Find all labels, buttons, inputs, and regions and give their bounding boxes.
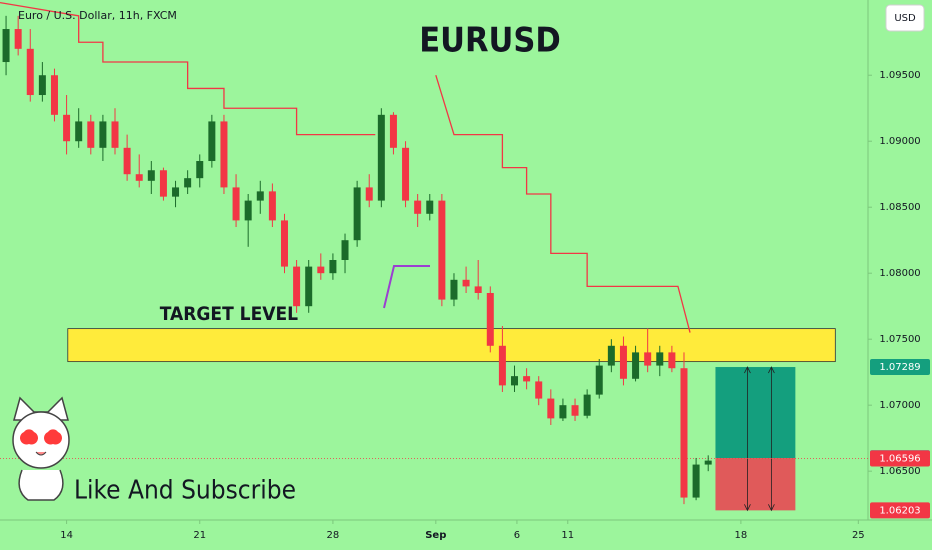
cat-icon [12,396,70,501]
plot: TARGET LEVEL [0,1,868,512]
candle-body [329,260,337,274]
candle-body [317,266,325,274]
candle-body [353,187,361,241]
price-tag [870,450,930,467]
candle-body [414,200,422,214]
x-tick-label: 25 [852,530,865,541]
target-label: TARGET LEVEL [160,303,298,325]
candle-body [75,121,83,142]
candle-body [607,345,615,366]
candle-body [208,121,216,162]
price-tag-label: 1.07289 [879,362,920,373]
candle-body [268,191,276,221]
candle-body [341,240,349,260]
candle-body [50,75,58,115]
resistance-line [0,1,376,136]
caption: Like And Subscribe [74,476,296,506]
indicator-line [383,265,430,309]
candle-body [389,114,397,148]
y-tick-label: 1.08000 [879,268,920,279]
candle-body [2,29,10,63]
y-tick-label: 1.07000 [879,400,920,411]
currency-label[interactable]: USD [894,13,916,24]
candle-body [486,292,494,346]
candle-body [450,279,458,300]
candle-body [704,460,712,465]
candle-body [402,147,410,201]
candle-body [365,187,373,201]
profit-zone [715,367,796,459]
candle-body [159,170,167,197]
price-tag [870,359,930,376]
price-tag-label: 1.06596 [879,453,920,464]
candle-body [547,398,555,419]
loss-zone [715,458,796,511]
x-tick-label: 28 [327,530,340,541]
candle-body [692,464,700,498]
candle-body [244,200,252,221]
x-tick-label: Sep [425,530,446,541]
candle-body [135,174,143,181]
candle-body [14,29,22,49]
candle-body [38,75,46,96]
chart-title: EURUSD [419,21,561,61]
currency-button[interactable] [885,4,925,32]
candle-body [293,266,301,307]
candle-body [571,405,579,416]
arrow-head [744,366,751,512]
candle-body [280,220,288,267]
x-tick-label: 6 [514,530,520,541]
target-band [67,328,836,363]
x-tick-label: 11 [561,530,574,541]
candle-body [123,147,131,175]
y-tick-label: 1.09000 [879,136,920,147]
x-tick-label: 21 [193,530,206,541]
candle-body [147,170,155,181]
candle-body [632,352,640,379]
arrow-head [768,366,775,512]
candle-body [619,345,627,379]
y-tick-label: 1.08500 [879,202,920,213]
candle-body [305,266,313,307]
price-tag-label: 1.06203 [879,505,920,516]
candle-body [426,200,434,214]
candle-body [184,178,192,188]
candle-body [644,352,652,366]
candle-body [220,121,228,188]
candle-body [438,200,446,300]
y-tick-label: 1.09500 [879,70,920,81]
candle-body [196,161,204,179]
candle-body [462,279,470,287]
candle-body [474,286,482,293]
candle-body [559,405,567,419]
x-tick-label: 18 [735,530,748,541]
candle-body [111,121,119,148]
candle-body [680,368,688,498]
candle-body [498,345,506,386]
price-tag [870,502,930,519]
candle-body [99,121,107,148]
candle-body [172,187,180,197]
candle-body [26,48,34,96]
candle-body [232,187,240,221]
candle-body [668,352,676,369]
y-tick-label: 1.06500 [879,466,920,477]
candle-body [63,114,71,142]
candle-body [656,352,664,366]
resistance-line [435,75,691,333]
y-tick-label: 1.07500 [879,334,920,345]
candle-body [535,381,543,399]
candle-body [377,114,385,201]
symbol-info: Euro / U.S. Dollar, 11h, FXCM [18,9,177,22]
candle-body [583,394,591,416]
x-tick-label: 14 [60,530,73,541]
candle-body [256,191,264,201]
candle-body [511,376,519,386]
candle-body [523,376,531,382]
candle-body [595,365,603,395]
candle-body [87,121,95,148]
